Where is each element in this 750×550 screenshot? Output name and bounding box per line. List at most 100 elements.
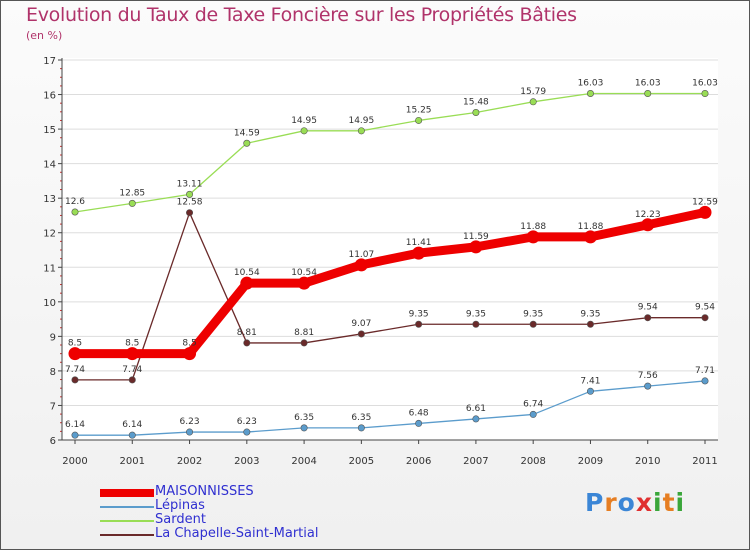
legend-swatch — [100, 520, 154, 522]
y-tick-label: 11 — [43, 263, 56, 274]
data-point — [297, 276, 311, 290]
data-label: 12.59 — [692, 197, 718, 207]
data-label: 11.88 — [578, 222, 604, 232]
data-point — [357, 330, 365, 338]
data-point — [71, 208, 79, 216]
x-tick-label: 2007 — [463, 456, 488, 467]
data-label: 6.35 — [351, 413, 371, 423]
data-label: 12.85 — [119, 188, 145, 198]
data-label: 9.35 — [466, 309, 486, 319]
data-label: 8.5 — [68, 339, 82, 349]
legend-label: La Chapelle-Saint-Martial — [155, 526, 319, 541]
x-tick-label: 2005 — [349, 456, 374, 467]
data-label: 7.41 — [580, 376, 600, 386]
data-point — [128, 431, 136, 439]
unit-label: (en %) — [26, 29, 63, 42]
x-tick-label: 2002 — [177, 456, 202, 467]
data-point — [243, 428, 251, 436]
data-point — [71, 376, 79, 384]
data-label: 8.81 — [237, 328, 257, 338]
legend-swatch — [100, 489, 154, 497]
y-tick-label: 6 — [50, 436, 56, 447]
data-point — [300, 339, 308, 347]
data-point — [415, 116, 423, 124]
data-point — [526, 230, 540, 244]
data-label: 12.23 — [635, 210, 661, 220]
data-point — [68, 347, 82, 361]
y-tick-label: 14 — [43, 160, 56, 171]
data-point — [128, 376, 136, 384]
data-point — [701, 314, 709, 322]
y-tick-label: 8 — [50, 367, 56, 378]
data-point — [300, 127, 308, 135]
legend-item: Sardent — [100, 512, 420, 528]
data-label: 7.74 — [122, 365, 142, 375]
data-label: 9.07 — [351, 319, 371, 329]
data-point — [529, 410, 537, 418]
data-point — [644, 382, 652, 390]
data-label: 9.54 — [638, 303, 658, 313]
data-label: 8.5 — [182, 339, 196, 349]
data-point — [125, 347, 139, 361]
x-tick-label: 2000 — [62, 456, 87, 467]
series-line-La Chapelle-Saint-Martial — [74, 212, 706, 381]
data-point — [357, 424, 365, 432]
data-label: 6.14 — [122, 420, 142, 430]
data-label: 11.59 — [463, 232, 489, 242]
data-point — [641, 218, 655, 232]
data-label: 9.35 — [580, 309, 600, 319]
x-tick-label: 2011 — [692, 456, 717, 467]
legend-swatch — [100, 534, 154, 536]
proxiti-logo: Proxiti — [585, 488, 686, 517]
data-point — [469, 240, 483, 254]
data-point — [529, 98, 537, 106]
data-point — [586, 90, 594, 98]
data-label: 15.25 — [406, 105, 432, 115]
data-label: 8.81 — [294, 328, 314, 338]
data-label: 15.79 — [520, 87, 546, 97]
x-tick-label: 2008 — [520, 456, 545, 467]
data-label: 14.95 — [348, 116, 374, 126]
y-tick-label: 15 — [43, 125, 56, 136]
chart-title: Evolution du Taux de Taxe Foncière sur l… — [26, 4, 577, 26]
data-label: 10.54 — [234, 268, 260, 278]
data-point — [698, 205, 712, 219]
legend-swatch — [100, 506, 154, 508]
series-line-Lépinas — [74, 380, 706, 436]
legend-label: MAISONNISSES — [155, 484, 254, 499]
data-point — [243, 339, 251, 347]
data-label: 16.03 — [578, 79, 604, 89]
data-label: 11.88 — [520, 222, 546, 232]
data-label: 14.95 — [291, 116, 317, 126]
x-tick-label: 2001 — [120, 456, 145, 467]
y-tick-label: 9 — [50, 332, 56, 343]
data-label: 6.23 — [237, 417, 257, 427]
x-tick-label: 2003 — [234, 456, 259, 467]
y-tick-label: 12 — [43, 229, 56, 240]
legend-item: Lépinas — [100, 498, 420, 514]
data-point — [354, 258, 368, 272]
x-tick-label: 2006 — [406, 456, 431, 467]
data-label: 7.71 — [695, 366, 715, 376]
data-point — [243, 139, 251, 147]
data-label: 6.14 — [65, 420, 85, 430]
y-tick-label: 17 — [43, 56, 56, 67]
data-point — [472, 320, 480, 328]
data-label: 9.54 — [695, 303, 715, 313]
data-point — [701, 90, 709, 98]
data-label: 13.11 — [177, 179, 203, 189]
series-line-MAISONNISSES — [70, 207, 710, 359]
legend-label: Lépinas — [155, 498, 205, 513]
data-point — [701, 377, 709, 385]
data-label: 10.54 — [291, 268, 317, 278]
data-point — [586, 387, 594, 395]
x-tick-label: 2009 — [578, 456, 603, 467]
data-point — [583, 230, 597, 244]
legend-item: MAISONNISSES — [100, 484, 420, 500]
data-label: 12.6 — [65, 197, 85, 207]
y-tick-label: 13 — [43, 194, 56, 205]
data-point — [415, 320, 423, 328]
data-label: 12.58 — [177, 198, 203, 208]
data-point — [240, 276, 254, 290]
legend: MAISONNISSES Lépinas Sardent La Chapelle-Sa… — [100, 484, 420, 542]
